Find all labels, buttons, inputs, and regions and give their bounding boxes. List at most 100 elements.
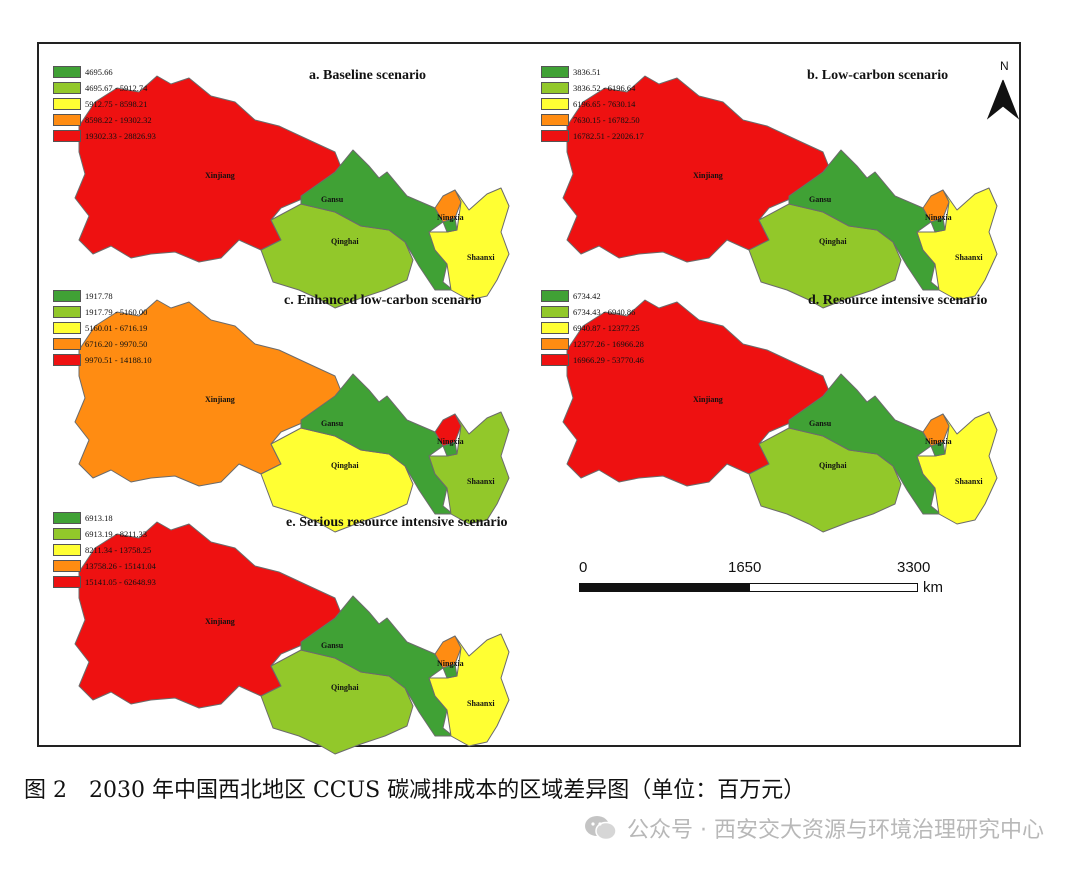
legend-swatch: [541, 113, 569, 126]
legend-item: 13758.26 - 15141.04: [53, 558, 156, 573]
legend-item: 12377.26 - 16966.28: [541, 336, 644, 351]
legend-item: 15141.05 - 62648.93: [53, 574, 156, 589]
legend-label: 19302.33 - 28826.93: [85, 130, 156, 141]
legend-swatch: [53, 113, 81, 126]
scale-bar: 0 1650 3300 km: [579, 559, 943, 599]
legend-item: 6940.87 - 12377.25: [541, 320, 644, 335]
label-ningxia: Ningxia: [437, 213, 464, 222]
scale-tick-3300: 3300: [897, 559, 931, 576]
legend-swatch: [541, 129, 569, 142]
label-qinghai: Qinghai: [819, 461, 847, 470]
legend-label: 6913.19 - 8211.33: [85, 528, 148, 539]
legend-swatch: [541, 337, 569, 350]
label-ningxia: Ningxia: [925, 213, 952, 222]
map-panel-d: Xinjiang Gansu Qinghai Ningxia Shaanxi 6734.…: [527, 268, 1007, 533]
label-gansu: Gansu: [321, 641, 344, 650]
label-xinjiang: Xinjiang: [693, 395, 723, 404]
legend-item: 16782.51 - 22026.17: [541, 128, 644, 143]
panel-title: e. Serious resource intensive scenario: [286, 515, 508, 530]
legend-label: 6913.18: [85, 512, 113, 523]
map-panel-c: Xinjiang Gansu Qinghai Ningxia Shaanxi 1917.…: [39, 268, 519, 533]
panel-title: a. Baseline scenario: [309, 68, 427, 83]
watermark: 公众号 · 西安交大资源与环境治理研究中心: [583, 812, 1044, 844]
legend-label: 3836.51: [573, 66, 601, 77]
legend-item: 5912.75 - 8598.21: [53, 96, 156, 111]
legend-item: 8211.34 - 13758.25: [53, 542, 156, 557]
label-gansu: Gansu: [809, 195, 832, 204]
legend-item: 3836.52 - 6196.64: [541, 80, 644, 95]
label-ningxia: Ningxia: [925, 437, 952, 446]
legend-swatch: [541, 289, 569, 302]
watermark-text: 公众号 · 西安交大资源与环境治理研究中心: [627, 818, 1044, 843]
legend-swatch: [541, 321, 569, 334]
legend-item: 1917.79 - 5160.00: [53, 304, 152, 319]
legend-label: 8598.22 - 19302.32: [85, 114, 152, 125]
legend-item: 4695.67 - 5912.74: [53, 80, 156, 95]
label-qinghai: Qinghai: [819, 237, 847, 246]
legend-item: 6196.65 - 7630.14: [541, 96, 644, 111]
legend-swatch: [53, 337, 81, 350]
label-gansu: Gansu: [809, 419, 832, 428]
figure-frame: Xinjiang Gansu Qinghai Ningxia Shaanxi 4695.…: [37, 42, 1021, 755]
panel-title: d. Resource intensive scenario: [808, 293, 988, 308]
legend: 6734.42 6734.43 - 6940.86 6940.87 - 12377.…: [541, 288, 644, 368]
region-ningxia-south: [442, 663, 458, 679]
legend-label: 16782.51 - 22026.17: [573, 130, 644, 141]
label-ningxia: Ningxia: [437, 437, 464, 446]
legend-swatch: [53, 559, 81, 572]
legend-swatch: [541, 353, 569, 366]
province-map: Xinjiang Gansu Qinghai Ningxia Shaanxi: [562, 75, 998, 309]
legend-swatch: [53, 129, 81, 142]
legend-swatch: [541, 305, 569, 318]
label-ningxia: Ningxia: [437, 659, 464, 668]
region-ningxia-south: [930, 217, 946, 233]
label-shaanxi: Shaanxi: [955, 253, 983, 262]
scale-segment-white: [749, 583, 918, 592]
label-shaanxi: Shaanxi: [467, 699, 495, 708]
legend-swatch: [53, 97, 81, 110]
legend: 1917.78 1917.79 - 5160.00 5160.01 - 6716.1…: [53, 288, 152, 368]
legend-item: 6734.43 - 6940.86: [541, 304, 644, 319]
scale-unit: km: [923, 579, 943, 596]
legend-swatch: [541, 65, 569, 78]
legend-item: 6734.42: [541, 288, 644, 303]
legend-label: 4695.66: [85, 66, 113, 77]
label-qinghai: Qinghai: [331, 237, 359, 246]
map-panel-b: Xinjiang Gansu Qinghai Ningxia Shaanxi 3836.…: [527, 44, 1007, 309]
legend-swatch: [53, 353, 81, 366]
legend-label: 13758.26 - 15141.04: [85, 560, 156, 571]
legend-label: 8211.34 - 13758.25: [85, 544, 152, 555]
legend-label: 6940.87 - 12377.25: [573, 322, 640, 333]
province-map: Xinjiang Gansu Qinghai Ningxia Shaanxi: [74, 521, 510, 755]
legend-label: 16966.29 - 53770.46: [573, 354, 644, 365]
legend-item: 7630.15 - 16782.50: [541, 112, 644, 127]
legend-swatch: [53, 305, 81, 318]
legend-label: 7630.15 - 16782.50: [573, 114, 640, 125]
legend-swatch: [53, 527, 81, 540]
legend-item: 19302.33 - 28826.93: [53, 128, 156, 143]
wechat-icon: [585, 816, 617, 841]
label-xinjiang: Xinjiang: [205, 395, 235, 404]
legend-item: 5160.01 - 6716.19: [53, 320, 152, 335]
legend-swatch: [53, 321, 81, 334]
legend-item: 6716.20 - 9970.50: [53, 336, 152, 351]
label-xinjiang: Xinjiang: [205, 171, 235, 180]
legend-item: 1917.78: [53, 288, 152, 303]
legend-label: 6716.20 - 9970.50: [85, 338, 148, 349]
province-map: Xinjiang Gansu Qinghai Ningxia Shaanxi: [74, 299, 510, 533]
north-label: N: [1000, 59, 1009, 73]
label-qinghai: Qinghai: [331, 461, 359, 470]
legend-item: 6913.19 - 8211.33: [53, 526, 156, 541]
legend-swatch: [53, 575, 81, 588]
legend-swatch: [541, 81, 569, 94]
legend-swatch: [53, 81, 81, 94]
legend-label: 6734.43 - 6940.86: [573, 306, 636, 317]
scale-tick-1650: 1650: [728, 559, 762, 576]
legend-label: 6196.65 - 7630.14: [573, 98, 636, 109]
map-panel-e: Xinjiang Gansu Qinghai Ningxia Shaanxi 6913.…: [39, 490, 519, 755]
label-qinghai: Qinghai: [331, 683, 359, 692]
legend-swatch: [53, 65, 81, 78]
legend-swatch: [53, 511, 81, 524]
province-map: Xinjiang Gansu Qinghai Ningxia Shaanxi: [74, 75, 510, 309]
legend-label: 9970.51 - 14188.10: [85, 354, 152, 365]
